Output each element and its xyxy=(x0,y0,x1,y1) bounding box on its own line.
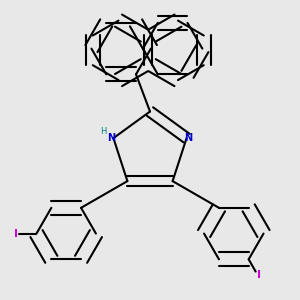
Text: H: H xyxy=(100,128,107,136)
Text: N: N xyxy=(108,133,116,143)
Text: N: N xyxy=(184,133,192,143)
Text: I: I xyxy=(257,270,261,280)
Text: I: I xyxy=(14,229,18,238)
